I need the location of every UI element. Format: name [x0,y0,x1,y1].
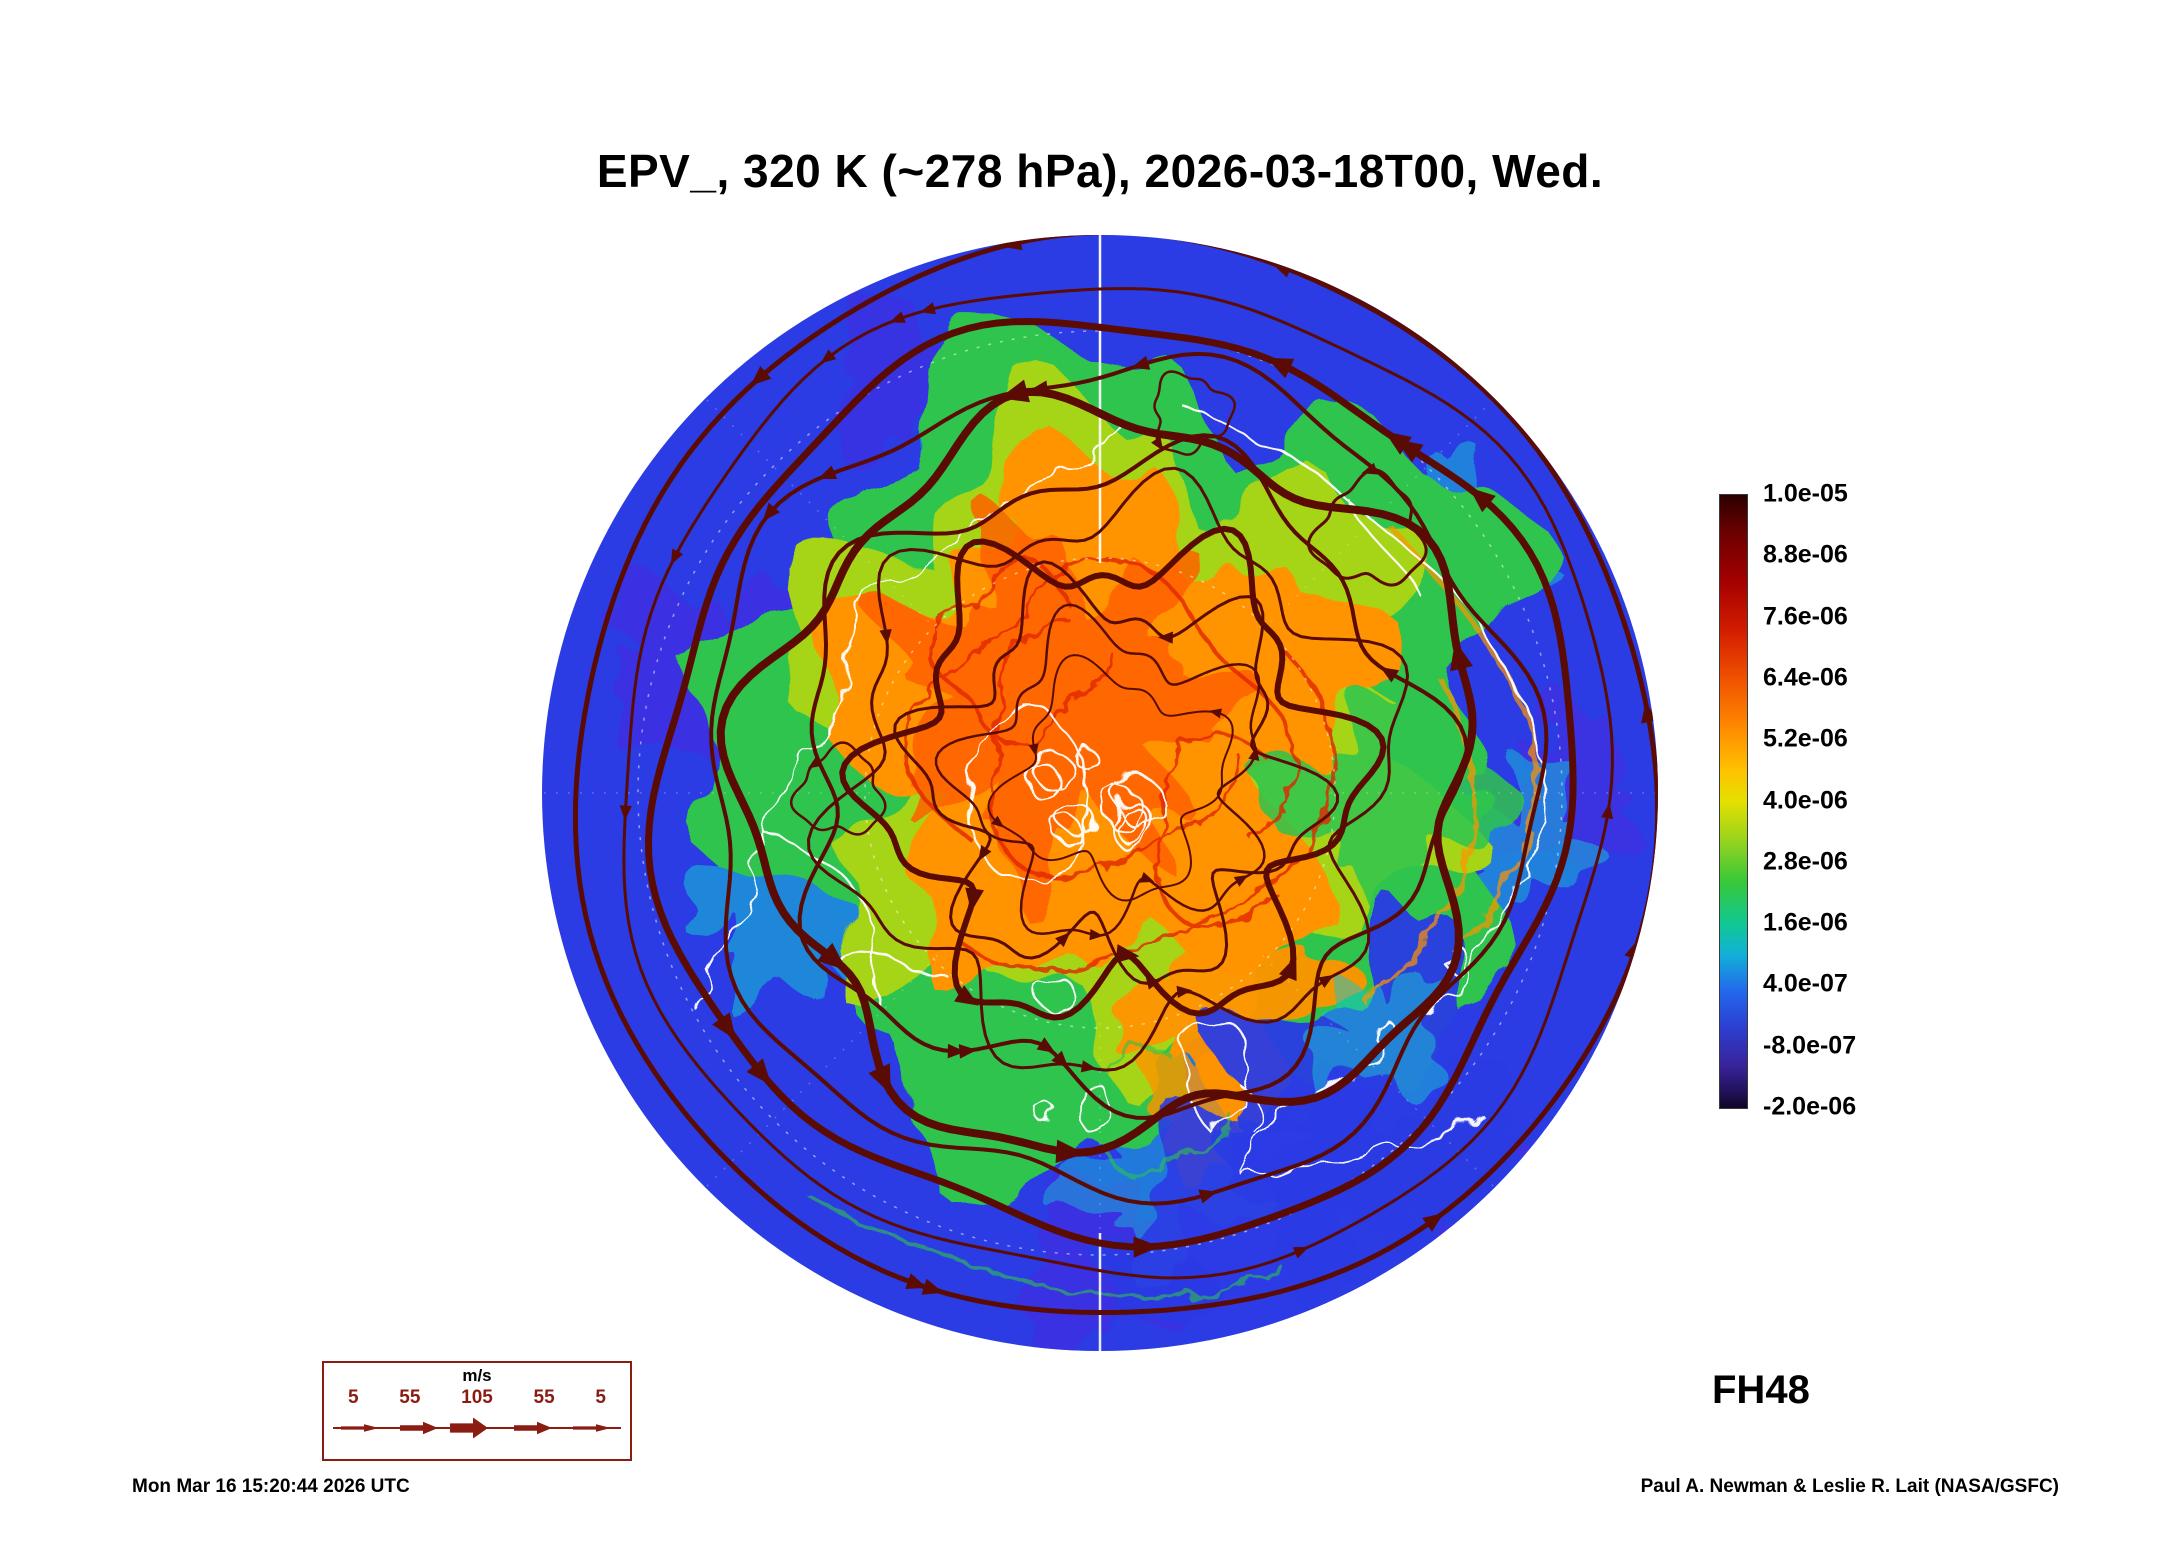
colorbar-tick-label: 7.6e-06 [1763,602,1848,631]
polar-map [540,233,1660,1353]
colorbar-tick-label: -8.0e-07 [1763,1031,1857,1060]
wind-speed-tick: 5 [595,1387,606,1408]
colorbar-tick-label: 8.8e-06 [1763,540,1848,569]
colorbar-tick-label: 5.2e-06 [1763,724,1848,753]
colorbar-tick-label: 4.0e-06 [1763,786,1848,814]
colorbar [1719,494,1748,1109]
colorbar-tick-label: -2.0e-06 [1763,1092,1857,1121]
wind-speed-tick: 55 [533,1387,555,1408]
generation-timestamp: Mon Mar 16 15:20:44 2026 UTC [132,1476,410,1497]
colorbar-labels: 1.0e-05 8.8e-06 7.6e-06 6.4e-06 5.2e-06 4.0e-… [1763,480,1923,1121]
wind-speed-ticks: 5 55 105 55 5 [324,1387,630,1409]
polar-map-canvas [542,235,1658,1351]
forecast-hour-label: FH48 [1712,1368,1810,1412]
colorbar-tick-label: 1.0e-05 [1763,479,1848,508]
colorbar-tick-label: 4.0e-07 [1763,969,1848,998]
colorbar-tick-label: 1.6e-06 [1763,908,1848,937]
wind-arrow-scale [333,1417,621,1439]
wind-speed-tick: 5 [348,1387,359,1408]
wind-speed-legend: m/s 5 55 105 55 5 [322,1361,632,1461]
wind-units-label: m/s [462,1366,492,1385]
colorbar-tick-label: 6.4e-06 [1763,663,1848,692]
wind-speed-tick: 55 [399,1387,421,1408]
credit-text: Paul A. Newman & Leslie R. Lait (NASA/GS… [1640,1476,2059,1497]
page-title: EPV_, 320 K (~278 hPa), 2026-03-18T00, W… [596,145,1604,197]
colorbar-tick-label: 2.8e-06 [1763,847,1848,876]
wind-speed-tick: 105 [461,1387,493,1408]
